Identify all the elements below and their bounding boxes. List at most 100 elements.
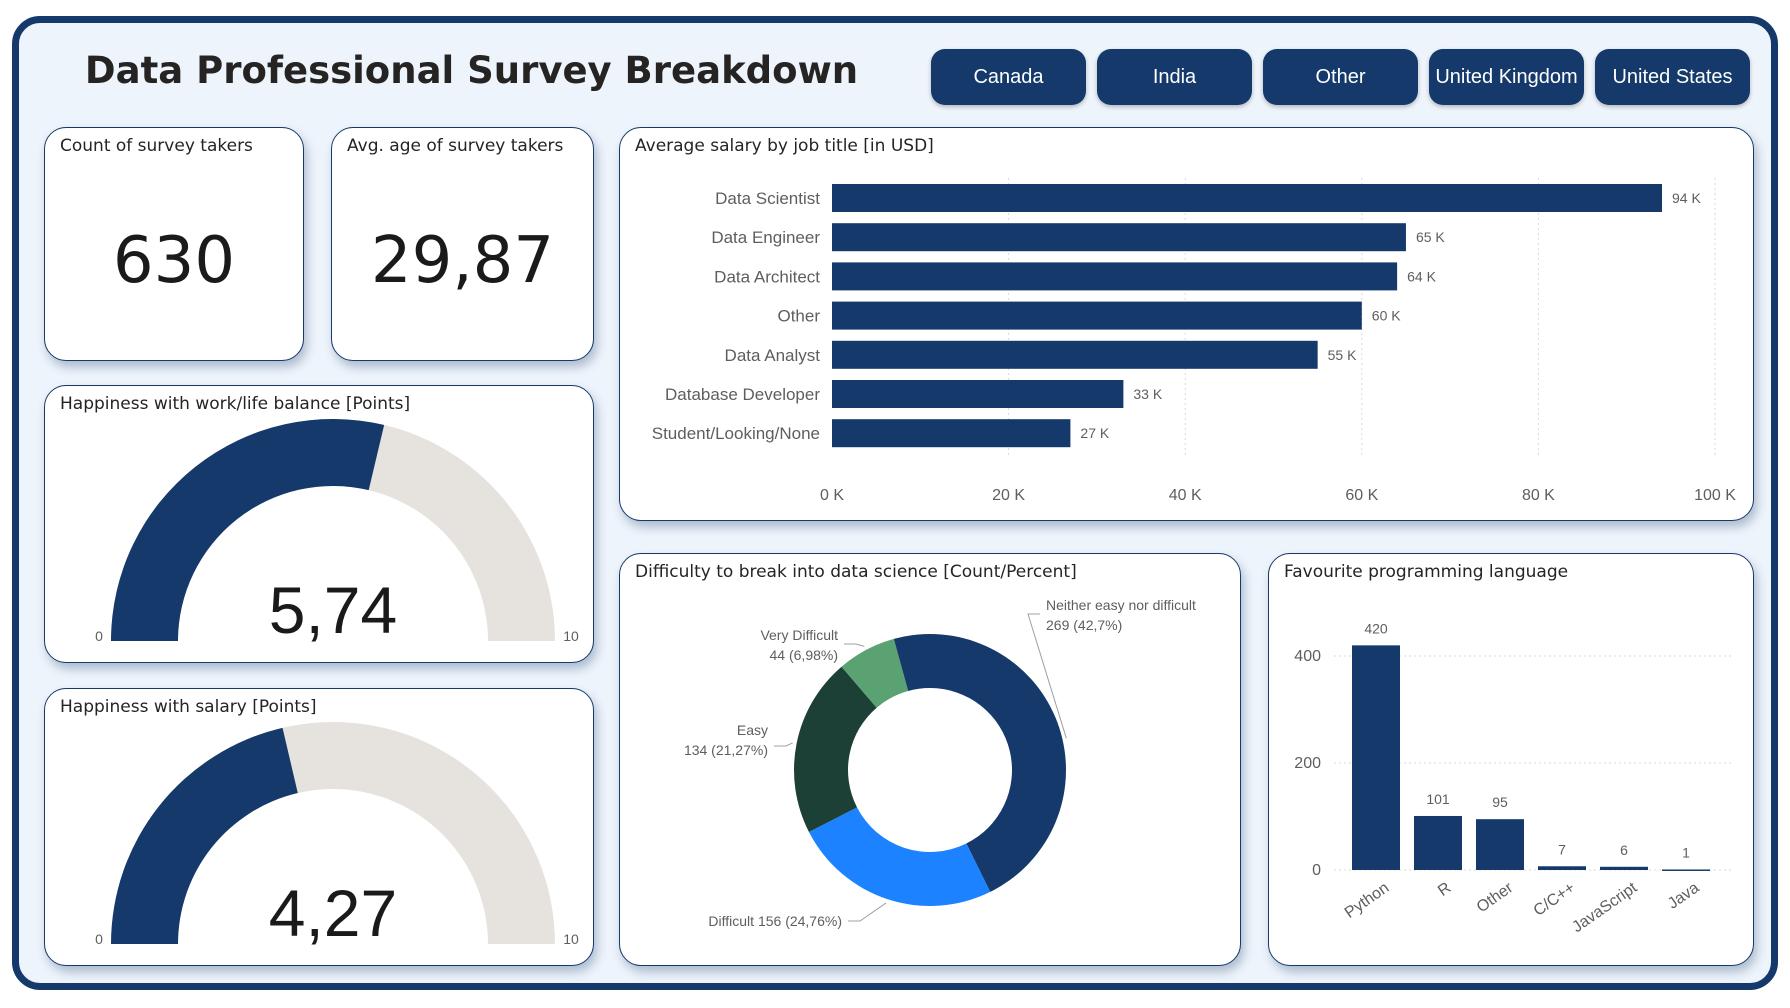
salary-data-label-data-architect: 64 K (1407, 268, 1436, 284)
language-data-label-c-c: 7 (1558, 841, 1566, 857)
salary-bar-data-analyst[interactable] (832, 340, 1318, 369)
gauge-salary-svg: 0 10 4,27 (95, 722, 579, 950)
salary-data-label-other: 60 K (1372, 308, 1401, 324)
difficulty-chart-card: Difficulty to break into data science [C… (619, 553, 1241, 966)
salary-data-label-data-analyst: 55 K (1328, 347, 1357, 363)
slicer-button-india[interactable]: India (1097, 49, 1252, 105)
gauge-worklife-title: Happiness with work/life balance [Points… (60, 394, 411, 414)
donut-slice-neither-easy-nor-difficult[interactable] (930, 634, 1066, 892)
slicer-button-united-states[interactable]: United States (1595, 49, 1750, 105)
gauge-salary-max-label: 10 (563, 931, 579, 947)
gauge-worklife-value: 5,74 (269, 573, 397, 647)
salary-category-label-database-developer: Database Developer (665, 385, 820, 404)
salary-category-label-data-analyst: Data Analyst (725, 346, 821, 365)
page-title: Data Professional Survey Breakdown (84, 49, 859, 92)
language-bar-c-c[interactable] (1538, 866, 1586, 870)
kpi-count-value: 630 (112, 224, 236, 298)
language-y-tick-label: 0 (1312, 862, 1321, 879)
language-data-label-java: 1 (1682, 844, 1690, 860)
salary-x-tick-label: 100 K (1694, 487, 1736, 504)
donut-slice-difficult[interactable] (808, 807, 991, 906)
language-category-label-python: Python (1342, 879, 1393, 921)
donut-label-value-very-difficult: 44 (6,98%) (770, 647, 838, 663)
language-chart-card: Favourite programming language 0 200 400 42… (1268, 553, 1754, 966)
language-data-label-other: 95 (1492, 794, 1508, 810)
difficulty-chart-title: Difficulty to break into data science [C… (635, 562, 1077, 582)
salary-category-label-student-looking-none: Student/Looking/None (652, 424, 820, 443)
salary-category-label-data-architect: Data Architect (714, 267, 820, 286)
salary-bar-data-engineer[interactable] (832, 223, 1406, 252)
salary-data-label-database-developer: 33 K (1133, 386, 1162, 402)
salary-bar-chart: 0 K 20 K 40 K 60 K 80 K 100 K Data Scientist 94… (652, 178, 1736, 504)
gauge-salary-value: 4,27 (269, 876, 397, 950)
language-category-label-java: Java (1665, 879, 1703, 912)
language-bar-java[interactable] (1662, 869, 1710, 871)
kpi-age-title: Avg. age of survey takers (347, 136, 564, 156)
gauge-worklife-min-label: 0 (95, 628, 103, 644)
donut-leader-line-very-difficult (844, 643, 865, 647)
gauge-salary-title: Happiness with salary [Points] (60, 697, 317, 717)
gauge-salary-min-label: 0 (95, 931, 103, 947)
language-data-label-javascript: 6 (1620, 842, 1628, 858)
donut-leader-line-difficult (848, 902, 887, 922)
kpi-card-count: Count of survey takers 630 (44, 127, 304, 361)
donut-leader-line-neither-easy-nor-difficult (1027, 613, 1067, 739)
salary-category-label-data-scientist: Data Scientist (715, 189, 820, 208)
donut-slice-easy[interactable] (794, 666, 877, 833)
gauge-salary-fill (111, 727, 298, 944)
gauge-worklife-svg: 0 10 5,74 (95, 418, 579, 647)
gauge-card-worklife: Happiness with work/life balance [Points… (44, 385, 594, 663)
donut-slice-very-difficult[interactable] (841, 638, 909, 708)
gauge-card-salary: Happiness with salary [Points] 0 10 4,27 (44, 688, 594, 966)
footer-copyright: © Csaba Müller. All rights reserved. (777, 981, 1013, 990)
salary-data-label-data-engineer: 65 K (1416, 229, 1445, 245)
salary-category-label-other: Other (777, 307, 820, 326)
language-category-label-c-c: C/C++ (1531, 879, 1579, 919)
language-bar-other[interactable] (1476, 819, 1524, 870)
salary-chart-card: Average salary by job title [in USD] 0 K… (619, 127, 1754, 521)
salary-bar-other[interactable] (832, 301, 1362, 330)
salary-x-tick-label: 60 K (1345, 487, 1378, 504)
language-category-label-other: Other (1474, 879, 1517, 916)
donut-leader-line-easy (774, 742, 793, 747)
slicer-button-canada[interactable]: Canada (931, 49, 1086, 105)
salary-data-label-data-scientist: 94 K (1672, 190, 1701, 206)
donut-label-name-neither-easy-nor-difficult: Neither easy nor difficult (1046, 597, 1196, 613)
gauge-worklife-fill (111, 418, 385, 641)
salary-bar-data-architect[interactable] (832, 262, 1398, 291)
salary-bar-data-scientist[interactable] (832, 184, 1663, 212)
donut-slice-very-easy[interactable] (893, 634, 930, 691)
language-bar-python[interactable] (1352, 645, 1400, 870)
donut-label-difficult: Difficult 156 (24,76%) (708, 913, 842, 929)
slicer-button-other[interactable]: Other (1263, 49, 1418, 105)
language-bar-javascript[interactable] (1600, 866, 1648, 870)
difficulty-donut-chart: Neither easy nor difficult 269 (42,7%) Dif… (684, 597, 1196, 929)
slicer-button-united-kingdom[interactable]: United Kingdom (1429, 49, 1584, 105)
donut-label-name-easy: Easy (737, 722, 768, 738)
language-bar-r[interactable] (1414, 815, 1462, 870)
salary-bar-database-developer[interactable] (832, 380, 1124, 408)
salary-x-tick-label: 0 K (820, 487, 844, 504)
language-data-label-python: 420 (1364, 620, 1388, 636)
language-y-tick-label: 200 (1294, 755, 1321, 772)
salary-chart-title: Average salary by job title [in USD] (635, 136, 934, 156)
donut-label-value-easy: 134 (21,27%) (684, 742, 768, 758)
kpi-card-age: Avg. age of survey takers 29,87 (331, 127, 594, 361)
language-category-label-javascript: JavaScript (1569, 879, 1640, 936)
salary-x-tick-label: 80 K (1522, 487, 1555, 504)
salary-category-label-data-engineer: Data Engineer (711, 228, 820, 247)
kpi-count-title: Count of survey takers (60, 136, 253, 156)
language-bar-chart: 0 200 400 420 Python 101 R 95 Other 7 C/C++ 6 JavaSc… (1294, 620, 1734, 936)
salary-x-tick-label: 40 K (1169, 487, 1202, 504)
salary-bar-student-looking-none[interactable] (832, 419, 1071, 448)
salary-x-tick-label: 20 K (992, 487, 1025, 504)
donut-label-name-very-difficult: Very Difficult (760, 627, 838, 643)
language-chart-title: Favourite programming language (1284, 562, 1569, 582)
language-y-tick-label: 400 (1294, 648, 1321, 665)
gauge-worklife-max-label: 10 (563, 628, 579, 644)
language-category-label-r: R (1435, 879, 1454, 900)
kpi-age-value: 29,87 (370, 224, 555, 298)
salary-data-label-student-looking-none: 27 K (1080, 425, 1109, 441)
dashboard-frame: Data Professional Survey Breakdown Canad… (12, 16, 1778, 990)
language-data-label-r: 101 (1426, 791, 1450, 807)
